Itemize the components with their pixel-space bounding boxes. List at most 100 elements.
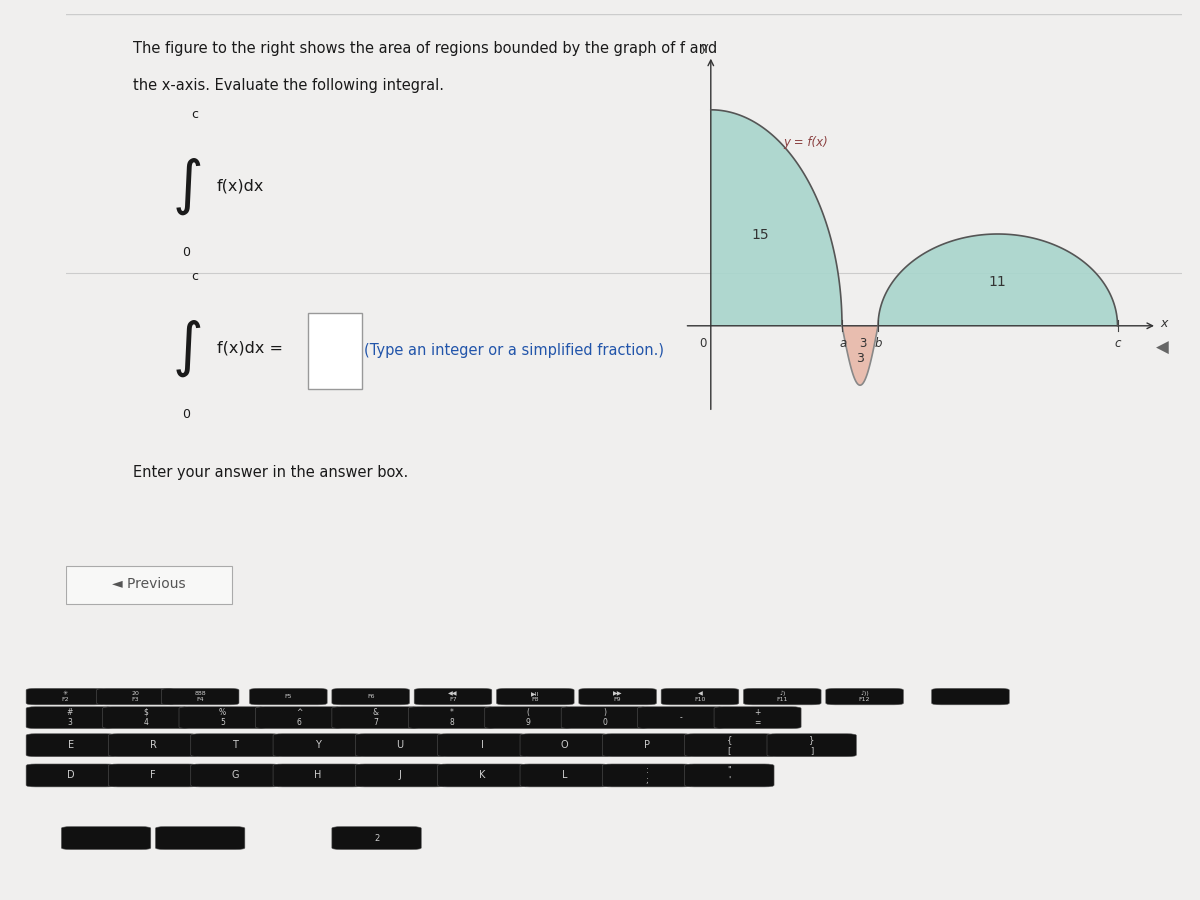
Text: R: R [150, 740, 156, 751]
Text: y: y [700, 40, 708, 54]
FancyBboxPatch shape [274, 764, 362, 787]
Text: $\int$: $\int$ [172, 318, 202, 379]
Text: 0: 0 [182, 246, 191, 258]
FancyBboxPatch shape [602, 734, 691, 757]
Text: ^
6: ^ 6 [295, 708, 302, 727]
FancyBboxPatch shape [108, 764, 198, 787]
FancyBboxPatch shape [685, 734, 774, 757]
FancyBboxPatch shape [562, 706, 648, 729]
Text: ♪))
F12: ♪)) F12 [859, 691, 870, 702]
Text: 3: 3 [859, 337, 868, 349]
FancyBboxPatch shape [97, 688, 174, 705]
Polygon shape [878, 234, 1117, 326]
Text: -: - [679, 713, 683, 722]
Text: U: U [396, 740, 403, 751]
Text: %
5: % 5 [218, 708, 226, 727]
Text: *
8: * 8 [450, 708, 454, 727]
Text: 0: 0 [700, 337, 707, 349]
FancyBboxPatch shape [179, 706, 266, 729]
Text: E: E [67, 740, 74, 751]
FancyBboxPatch shape [256, 706, 342, 729]
Text: $
4: $ 4 [144, 708, 149, 727]
Text: the x-axis. Evaluate the following integral.: the x-axis. Evaluate the following integ… [133, 78, 444, 94]
FancyBboxPatch shape [161, 688, 239, 705]
Text: c: c [191, 271, 198, 284]
Text: J: J [398, 770, 402, 780]
FancyBboxPatch shape [332, 826, 421, 850]
Text: c: c [1115, 337, 1121, 349]
Text: Y: Y [314, 740, 320, 751]
FancyBboxPatch shape [250, 688, 328, 705]
Text: D: D [67, 770, 74, 780]
FancyBboxPatch shape [355, 764, 445, 787]
Text: (Type an integer or a simplified fraction.): (Type an integer or a simplified fractio… [364, 344, 664, 358]
Text: x: x [1160, 317, 1168, 330]
Text: $\int$: $\int$ [172, 156, 202, 217]
Text: y = f(x): y = f(x) [782, 136, 828, 149]
FancyBboxPatch shape [66, 566, 232, 604]
FancyBboxPatch shape [308, 313, 361, 389]
FancyBboxPatch shape [26, 688, 103, 705]
Text: 2: 2 [374, 833, 379, 842]
Text: ▶II
F8: ▶II F8 [532, 691, 540, 702]
FancyBboxPatch shape [767, 734, 857, 757]
FancyBboxPatch shape [414, 688, 492, 705]
FancyBboxPatch shape [61, 826, 151, 850]
Text: f(x)dx: f(x)dx [217, 179, 264, 194]
Text: G: G [232, 770, 239, 780]
Text: O: O [560, 740, 569, 751]
FancyBboxPatch shape [191, 734, 280, 757]
FancyBboxPatch shape [438, 764, 527, 787]
Text: ✳
F2: ✳ F2 [61, 691, 68, 702]
FancyBboxPatch shape [685, 764, 774, 787]
Text: &
7: & 7 [372, 708, 378, 727]
Text: :
;: : ; [646, 766, 648, 785]
FancyBboxPatch shape [332, 688, 409, 705]
FancyBboxPatch shape [714, 706, 802, 729]
Text: c: c [191, 109, 198, 122]
Text: The figure to the right shows the area of regions bounded by the graph of f and: The figure to the right shows the area o… [133, 40, 718, 56]
Text: +
=: + = [755, 708, 761, 727]
FancyBboxPatch shape [661, 688, 739, 705]
FancyBboxPatch shape [332, 706, 419, 729]
Text: F: F [150, 770, 156, 780]
FancyBboxPatch shape [108, 734, 198, 757]
FancyBboxPatch shape [826, 688, 904, 705]
Text: b: b [875, 337, 882, 349]
Text: 15: 15 [752, 228, 769, 242]
Text: L: L [562, 770, 568, 780]
FancyBboxPatch shape [191, 764, 280, 787]
Polygon shape [710, 110, 842, 326]
Polygon shape [842, 326, 878, 385]
Text: H: H [314, 770, 322, 780]
Text: ◀◀
F7: ◀◀ F7 [449, 691, 457, 702]
Text: I: I [481, 740, 484, 751]
FancyBboxPatch shape [26, 734, 115, 757]
FancyBboxPatch shape [274, 734, 362, 757]
Text: ♪)
F11: ♪) F11 [776, 691, 788, 702]
FancyBboxPatch shape [156, 826, 245, 850]
FancyBboxPatch shape [26, 764, 115, 787]
Text: F6: F6 [367, 694, 374, 699]
Text: 11: 11 [989, 274, 1007, 289]
Text: Enter your answer in the answer box.: Enter your answer in the answer box. [133, 465, 408, 480]
Text: K: K [479, 770, 486, 780]
FancyBboxPatch shape [497, 688, 574, 705]
Text: ◄ Previous: ◄ Previous [112, 577, 186, 591]
Text: (
9: ( 9 [526, 708, 530, 727]
Text: F5: F5 [284, 694, 292, 699]
FancyBboxPatch shape [637, 706, 725, 729]
Text: 888
F4: 888 F4 [194, 691, 206, 702]
Text: 0: 0 [182, 408, 191, 420]
Text: )
0: ) 0 [602, 708, 607, 727]
Text: #
3: # 3 [66, 708, 73, 727]
Text: ◀
F10: ◀ F10 [695, 691, 706, 702]
Text: }
]: } ] [809, 735, 815, 755]
FancyBboxPatch shape [931, 688, 1009, 705]
FancyBboxPatch shape [355, 734, 445, 757]
FancyBboxPatch shape [26, 706, 113, 729]
Text: "
': " ' [727, 766, 731, 785]
Text: a: a [840, 337, 847, 349]
Text: ◀: ◀ [1156, 339, 1169, 357]
Text: 3: 3 [856, 352, 864, 365]
